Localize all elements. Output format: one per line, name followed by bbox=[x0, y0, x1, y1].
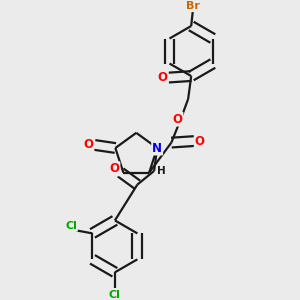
Text: Cl: Cl bbox=[109, 290, 121, 300]
Text: Br: Br bbox=[186, 1, 200, 11]
Text: H: H bbox=[158, 166, 166, 176]
Text: O: O bbox=[195, 135, 205, 148]
Text: Cl: Cl bbox=[65, 221, 77, 231]
Text: O: O bbox=[110, 162, 119, 175]
Text: O: O bbox=[83, 138, 94, 151]
Text: O: O bbox=[172, 112, 182, 126]
Text: N: N bbox=[152, 142, 162, 154]
Text: O: O bbox=[158, 71, 168, 84]
